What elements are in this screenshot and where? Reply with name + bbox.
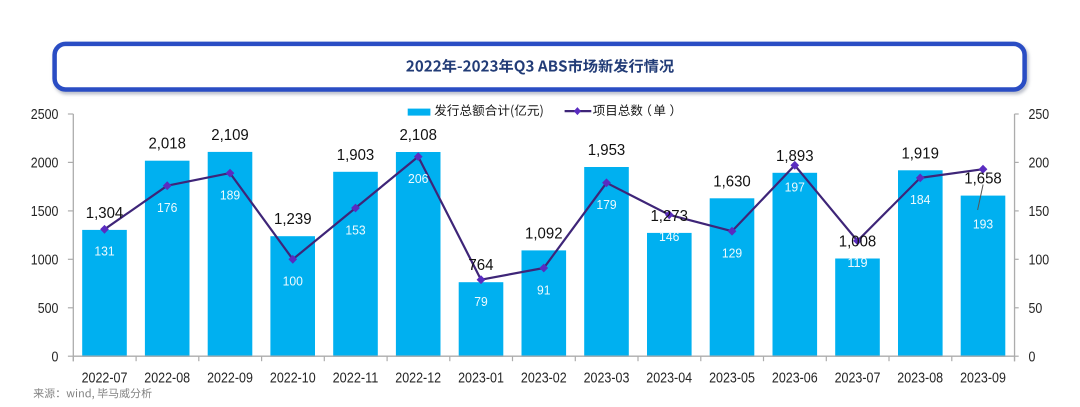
svg-text:1000: 1000 [31,253,59,269]
svg-text:2023-03: 2023-03 [584,370,630,386]
svg-text:197: 197 [785,181,805,195]
svg-text:206: 206 [408,172,428,186]
svg-text:50: 50 [1029,301,1043,317]
svg-text:0: 0 [1029,349,1036,365]
svg-text:1,903: 1,903 [337,147,375,164]
svg-text:146: 146 [659,230,679,244]
svg-text:176: 176 [157,201,177,215]
svg-text:1,893: 1,893 [776,148,814,165]
svg-text:2500: 2500 [31,107,59,123]
svg-text:1,092: 1,092 [525,225,563,242]
svg-text:2022-12: 2022-12 [395,370,441,386]
svg-text:1,953: 1,953 [588,142,626,159]
svg-text:2023-06: 2023-06 [772,370,818,386]
svg-text:500: 500 [38,301,59,317]
svg-text:184: 184 [910,193,930,207]
svg-text:100: 100 [1029,253,1050,269]
svg-text:2022-10: 2022-10 [270,370,316,386]
svg-text:1,919: 1,919 [901,145,939,162]
svg-text:2022-11: 2022-11 [333,370,379,386]
svg-text:2,108: 2,108 [399,127,437,144]
svg-text:119: 119 [847,256,867,270]
svg-text:1,304: 1,304 [86,205,124,222]
svg-text:189: 189 [220,188,240,202]
svg-text:129: 129 [722,247,742,261]
svg-text:1500: 1500 [31,204,59,220]
svg-text:2023-09: 2023-09 [960,370,1006,386]
svg-text:764: 764 [468,257,494,274]
svg-text:2023-08: 2023-08 [897,370,943,386]
svg-text:2023-04: 2023-04 [646,370,692,386]
svg-text:153: 153 [345,223,365,237]
svg-text:100: 100 [283,275,303,289]
svg-text:2022-07: 2022-07 [82,370,128,386]
svg-text:0: 0 [52,349,59,365]
svg-text:2,109: 2,109 [211,127,249,144]
svg-text:1,273: 1,273 [650,208,688,225]
svg-text:1,239: 1,239 [274,211,312,228]
svg-text:150: 150 [1029,204,1050,220]
svg-text:2022-09: 2022-09 [207,370,253,386]
svg-text:200: 200 [1029,156,1050,172]
svg-text:2023-01: 2023-01 [458,370,504,386]
svg-text:131: 131 [94,245,114,259]
svg-text:2023-02: 2023-02 [521,370,567,386]
svg-text:2,018: 2,018 [148,136,186,153]
svg-text:1,630: 1,630 [713,173,751,190]
svg-text:91: 91 [537,283,551,297]
svg-text:179: 179 [596,198,616,212]
svg-text:1,658: 1,658 [964,171,1002,188]
svg-text:2023-05: 2023-05 [709,370,755,386]
svg-text:1,008: 1,008 [839,234,877,251]
svg-text:250: 250 [1029,107,1050,123]
svg-text:2022-08: 2022-08 [144,370,190,386]
svg-text:2000: 2000 [31,156,59,172]
svg-text:2023-07: 2023-07 [835,370,881,386]
svg-text:193: 193 [973,218,993,232]
svg-text:79: 79 [474,295,488,309]
